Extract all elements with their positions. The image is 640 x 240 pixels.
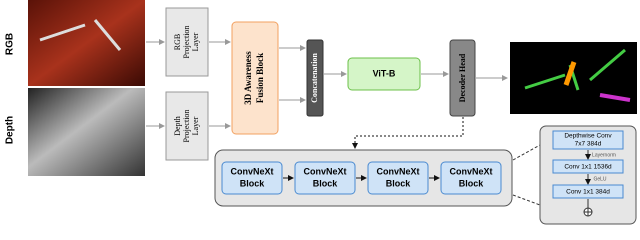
segmentation (563, 61, 577, 86)
convnext-text: ConvNeXt (303, 166, 346, 176)
dashed-connector (512, 144, 541, 206)
detail-text: Conv 1x1 1536d (564, 164, 612, 171)
rgb-projection-text: Layer (191, 32, 200, 51)
detail-note: Layernorm (592, 152, 616, 158)
convnext-text: ConvNeXt (230, 166, 273, 176)
detail-note: GeLU (593, 176, 606, 182)
convnext-text: ConvNeXt (449, 166, 492, 176)
convnext-block (440, 161, 502, 195)
depth-projection-box (165, 91, 209, 161)
depth-projection-text: Layer (191, 116, 200, 135)
dotted-arrow (352, 117, 464, 149)
tool (39, 19, 122, 51)
depth-label: Depth (5, 116, 16, 144)
concat-text: Concatenation (310, 53, 319, 103)
rgb-projection-box (165, 7, 209, 77)
detail-text: Conv 1x1 384d (566, 189, 610, 196)
depth-projection-text: Projection (182, 110, 191, 143)
fusion-text: 3D Awareness (243, 51, 253, 105)
rgb-projection-text: Projection (182, 26, 191, 59)
rgb-projection-text: RGB (173, 34, 182, 50)
depth-projection-text: Depth (173, 116, 182, 136)
convnext-block (294, 161, 356, 195)
convnext-text: Block (240, 178, 266, 188)
add-node (584, 208, 592, 216)
fusion-text: Fusion Block (255, 53, 265, 103)
rgb-image (28, 0, 145, 86)
diagram: RGB Depth RGB Projection Layer Depth Pro… (5, 0, 637, 225)
vit-box (347, 57, 421, 91)
convnext-block (367, 161, 429, 195)
detail-text: 7x7 384d (575, 141, 602, 148)
convnext-text: Block (313, 178, 339, 188)
fusion-box (231, 21, 279, 135)
decoder-box (449, 39, 476, 117)
convnext-text: Block (459, 178, 485, 188)
detail-text: Depthwise Conv (564, 133, 612, 140)
decoder-text: Decoder Head (458, 53, 467, 102)
depth-image (28, 88, 145, 176)
convnext-text: Block (386, 178, 412, 188)
convnext-text: ConvNeXt (376, 166, 419, 176)
detail-box (552, 184, 624, 199)
vit-text: ViT-B (373, 68, 396, 78)
concat-box (306, 39, 324, 117)
segmentation (599, 93, 631, 102)
convnext-block (221, 161, 283, 195)
rgb-label: RGB (5, 33, 16, 55)
detail-box (552, 159, 624, 174)
detail-box (552, 130, 624, 150)
